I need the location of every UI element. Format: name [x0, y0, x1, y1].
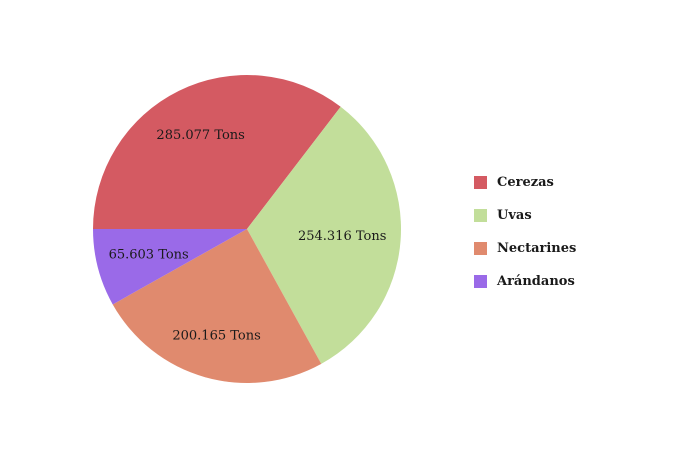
slice-value-label: 65.603 Tons: [109, 248, 189, 263]
legend-item: Nectarines: [474, 232, 576, 265]
pie-slice-uvas: [247, 106, 402, 364]
legend-swatch: [474, 209, 487, 222]
slice-value-label: 285.077 Tons: [156, 128, 244, 143]
pie-slices: [93, 74, 402, 383]
legend-label: Nectarines: [497, 241, 577, 256]
legend-label: Uvas: [497, 208, 532, 223]
slice-value-label: 254.316 Tons: [298, 229, 386, 244]
legend-item: Uvas: [474, 199, 576, 232]
legend: Cerezas Uvas Nectarines Arándanos: [474, 166, 576, 298]
legend-item: Arándanos: [474, 265, 576, 298]
legend-item: Cerezas: [474, 166, 576, 199]
legend-label: Arándanos: [497, 274, 575, 289]
legend-swatch: [474, 275, 487, 288]
pie-slice-arandanos: [93, 229, 247, 305]
pie-slice-nectarines: [112, 229, 322, 383]
legend-swatch: [474, 176, 487, 189]
slice-value-label: 200.165 Tons: [172, 329, 260, 344]
pie-slice-cerezas: [93, 74, 341, 229]
legend-label: Cerezas: [497, 175, 554, 190]
legend-swatch: [474, 242, 487, 255]
pie-slice-labels: 285.077 Tons 254.316 Tons 200.165 Tons 65.6…: [109, 128, 387, 344]
